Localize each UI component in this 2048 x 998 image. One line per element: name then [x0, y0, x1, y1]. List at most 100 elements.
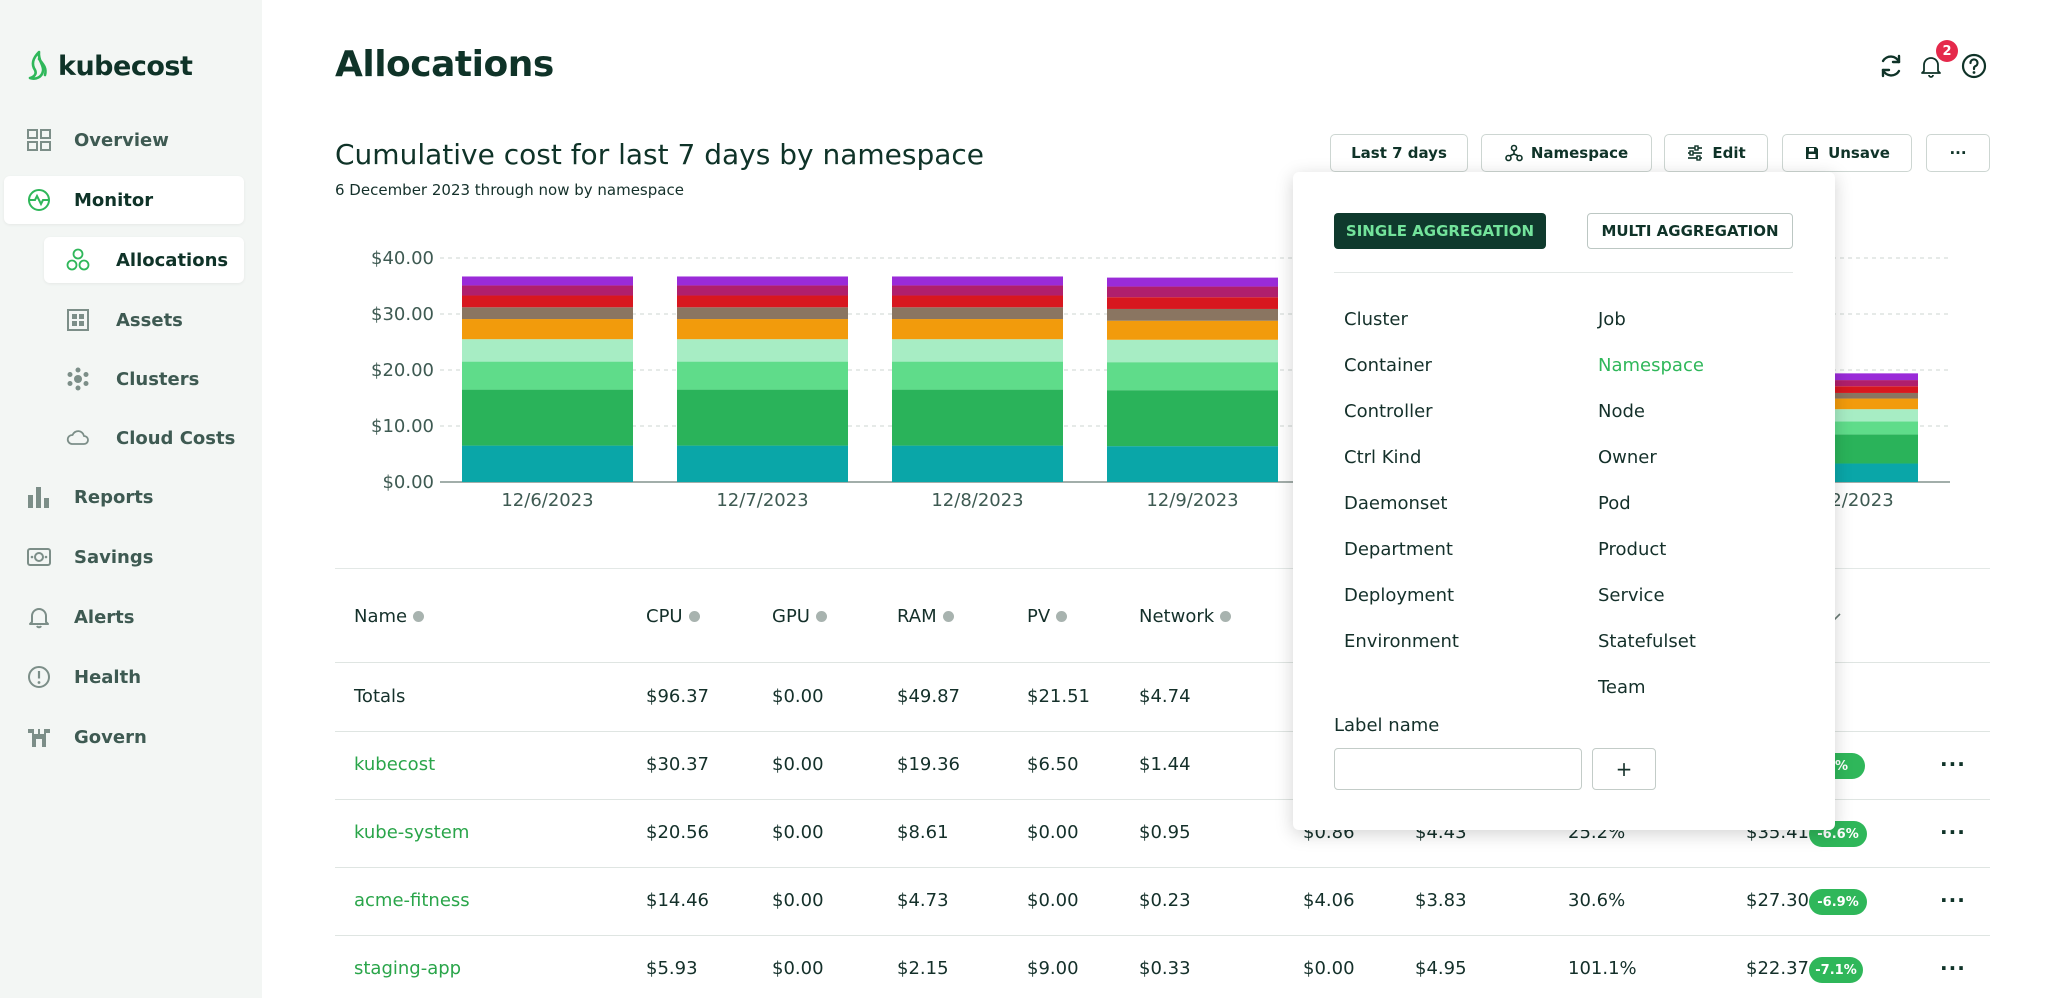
bar-segment[interactable] — [462, 295, 633, 308]
bar-segment[interactable] — [1828, 434, 1918, 464]
info-icon[interactable] — [688, 611, 700, 622]
agg-option-namespace[interactable]: Namespace — [1598, 355, 1704, 376]
agg-option-statefulset[interactable]: Statefulset — [1598, 631, 1696, 652]
bar-segment[interactable] — [1107, 308, 1278, 321]
bar-segment[interactable] — [1828, 398, 1918, 410]
agg-option-owner[interactable]: Owner — [1598, 447, 1657, 468]
help-icon[interactable] — [1960, 52, 1988, 80]
bar-segment[interactable] — [1107, 277, 1278, 287]
header-pv[interactable]: PV — [1027, 606, 1068, 627]
notifications-bell-icon[interactable] — [1919, 54, 1943, 78]
bar-segment[interactable] — [677, 361, 848, 390]
bar-segment[interactable] — [892, 276, 1063, 286]
nav-savings[interactable]: Savings — [4, 533, 244, 581]
info-icon[interactable] — [1220, 611, 1232, 622]
bar-segment[interactable] — [1828, 386, 1918, 393]
edit-button[interactable]: Edit — [1664, 134, 1768, 172]
bar-segment[interactable] — [892, 445, 1063, 482]
subnav-clusters[interactable]: Clusters — [44, 356, 244, 402]
agg-option-container[interactable]: Container — [1344, 355, 1432, 376]
bar-segment[interactable] — [462, 285, 633, 296]
agg-option-pod[interactable]: Pod — [1598, 493, 1631, 514]
agg-option-cluster[interactable]: Cluster — [1344, 309, 1408, 330]
agg-option-node[interactable]: Node — [1598, 401, 1645, 422]
info-icon[interactable] — [815, 611, 827, 622]
bar-segment[interactable] — [677, 276, 848, 286]
bar-segment[interactable] — [1107, 286, 1278, 298]
info-icon[interactable] — [1056, 611, 1068, 622]
bar-segment[interactable] — [462, 445, 633, 482]
agg-option-daemonset[interactable]: Daemonset — [1344, 493, 1448, 514]
row-actions-button[interactable]: ··· — [1940, 888, 1966, 912]
bar-segment[interactable] — [1107, 297, 1278, 309]
agg-option-ctrl-kind[interactable]: Ctrl Kind — [1344, 447, 1422, 468]
agg-option-job[interactable]: Job — [1598, 309, 1626, 330]
agg-option-environment[interactable]: Environment — [1344, 631, 1459, 652]
label-name-input[interactable] — [1334, 748, 1582, 790]
header-ram[interactable]: RAM — [897, 606, 954, 627]
nav-govern[interactable]: Govern — [4, 713, 244, 761]
bar-segment[interactable] — [462, 276, 633, 286]
row-actions-button[interactable]: ··· — [1940, 820, 1966, 844]
bar-segment[interactable] — [462, 339, 633, 362]
nav-alerts[interactable]: Alerts — [4, 593, 244, 641]
bar-segment[interactable] — [1828, 380, 1918, 387]
header-name[interactable]: Name — [354, 606, 425, 627]
nav-health[interactable]: Health — [4, 653, 244, 701]
info-icon[interactable] — [942, 611, 954, 622]
bar-segment[interactable] — [892, 339, 1063, 362]
subnav-assets[interactable]: Assets — [44, 297, 244, 343]
namespace-link[interactable]: acme-fitness — [354, 890, 470, 911]
bar-segment[interactable] — [1107, 390, 1278, 447]
agg-option-deployment[interactable]: Deployment — [1344, 585, 1455, 606]
nav-monitor[interactable]: Monitor — [4, 176, 244, 224]
header-gpu[interactable]: GPU — [772, 606, 827, 627]
bar-segment[interactable] — [677, 307, 848, 320]
bar-segment[interactable] — [1828, 392, 1918, 399]
refresh-icon[interactable] — [1877, 52, 1905, 80]
subnav-cloud-costs[interactable]: Cloud Costs — [44, 415, 244, 461]
multi-aggregation-button[interactable]: MULTI AGGREGATION — [1587, 213, 1793, 249]
bar-segment[interactable] — [1828, 463, 1918, 482]
header-cpu[interactable]: CPU — [646, 606, 700, 627]
kubecost-logo[interactable]: kubecost — [26, 50, 193, 82]
more-options-button[interactable]: ··· — [1926, 134, 1990, 172]
date-range-button[interactable]: Last 7 days — [1330, 134, 1468, 172]
agg-option-department[interactable]: Department — [1344, 539, 1453, 560]
bar-segment[interactable] — [1828, 409, 1918, 422]
bar-segment[interactable] — [677, 339, 848, 362]
header-network[interactable]: Network — [1139, 606, 1232, 627]
nav-overview[interactable]: Overview — [4, 116, 244, 164]
bar-segment[interactable] — [1107, 320, 1278, 340]
bar-segment[interactable] — [462, 361, 633, 390]
row-actions-button[interactable]: ··· — [1940, 752, 1966, 776]
agg-option-team[interactable]: Team — [1598, 677, 1646, 698]
bar-segment[interactable] — [1828, 373, 1918, 381]
bar-segment[interactable] — [677, 285, 848, 296]
agg-option-controller[interactable]: Controller — [1344, 401, 1433, 422]
bar-segment[interactable] — [462, 389, 633, 446]
bar-segment[interactable] — [1107, 362, 1278, 391]
single-aggregation-button[interactable]: SINGLE AGGREGATION — [1334, 213, 1546, 249]
bar-segment[interactable] — [677, 319, 848, 340]
namespace-link[interactable]: kube-system — [354, 822, 470, 843]
bar-segment[interactable] — [677, 445, 848, 482]
bar-segment[interactable] — [892, 295, 1063, 308]
namespace-link[interactable]: staging-app — [354, 958, 462, 979]
bar-segment[interactable] — [892, 307, 1063, 320]
nav-reports[interactable]: Reports — [4, 473, 244, 521]
add-label-button[interactable]: + — [1592, 748, 1656, 790]
bar-segment[interactable] — [462, 319, 633, 340]
agg-option-service[interactable]: Service — [1598, 585, 1665, 606]
bar-segment[interactable] — [892, 285, 1063, 296]
bar-segment[interactable] — [892, 319, 1063, 340]
info-icon[interactable] — [413, 611, 425, 622]
bar-segment[interactable] — [677, 295, 848, 308]
bar-segment[interactable] — [1107, 446, 1278, 482]
bar-segment[interactable] — [892, 361, 1063, 390]
row-actions-button[interactable]: ··· — [1940, 956, 1966, 980]
subnav-allocations[interactable]: Allocations — [44, 237, 244, 283]
bar-segment[interactable] — [677, 389, 848, 446]
bar-segment[interactable] — [462, 307, 633, 320]
bar-segment[interactable] — [1828, 421, 1918, 435]
